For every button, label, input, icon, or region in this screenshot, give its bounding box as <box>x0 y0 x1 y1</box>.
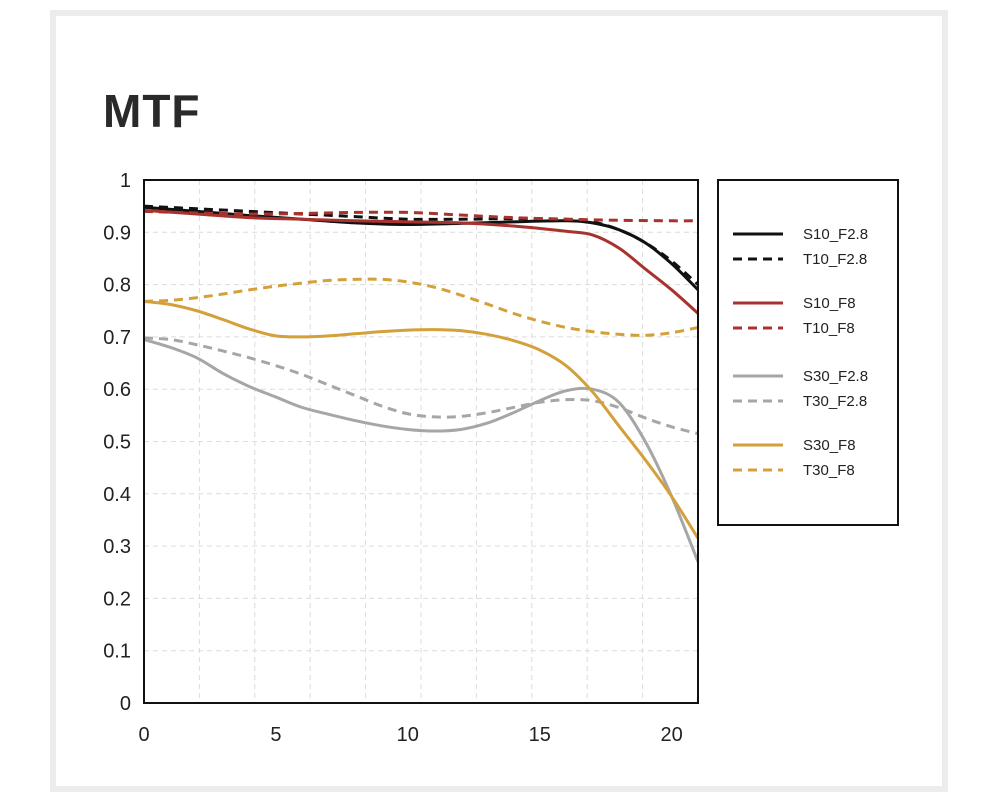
legend-label-t10-f8: T10_F8 <box>803 320 855 337</box>
x-tick-label: 0 <box>138 724 149 746</box>
x-axis-ticks: 0 5 10 15 20 <box>138 724 682 746</box>
y-axis-ticks: 0 0.1 0.2 0.3 0.4 0.5 0.6 0.7 0.8 0.9 1 <box>103 170 131 715</box>
y-tick-label: 0.2 <box>103 588 131 610</box>
legend: S10_F2.8 T10_F2.8 S10_F8 T10_F8 S30_F2.8 T30_… <box>733 226 868 479</box>
legend-label-t10-f2-8: T10_F2.8 <box>803 251 867 268</box>
series-line-t10-f2-8 <box>143 204 699 286</box>
series-line-s30-f8 <box>143 299 700 540</box>
series-line-t30-f8 <box>143 277 699 337</box>
x-tick-label: 10 <box>397 724 419 746</box>
y-tick-label: 0.9 <box>103 222 131 244</box>
x-tick-label: 15 <box>529 724 551 746</box>
y-tick-label: 0.8 <box>103 275 131 297</box>
legend-label-s30-f2-8: S30_F2.8 <box>803 368 868 385</box>
series-line-t30-f2-8 <box>143 336 699 436</box>
x-tick-label: 5 <box>270 724 281 746</box>
y-tick-label: 0.6 <box>103 379 131 401</box>
legend-label-t30-f8: T30_F8 <box>803 462 855 479</box>
y-tick-label: 0.4 <box>103 484 131 506</box>
y-tick-label: 0 <box>120 693 131 715</box>
legend-label-s10-f2-8: S10_F2.8 <box>803 226 868 243</box>
series-line-s10-f8 <box>143 208 699 315</box>
series-lines <box>143 204 700 563</box>
y-tick-label: 0.3 <box>103 536 131 558</box>
legend-label-s30-f8: S30_F8 <box>803 437 856 454</box>
grid <box>144 180 698 703</box>
legend-label-s10-f8: S10_F8 <box>803 295 856 312</box>
legend-box <box>717 179 899 526</box>
y-tick-label: 0.7 <box>103 327 131 349</box>
x-tick-label: 20 <box>660 724 682 746</box>
legend-label-t30-f2-8: T30_F2.8 <box>803 393 867 410</box>
y-tick-label: 0.1 <box>103 641 131 663</box>
y-tick-label: 1 <box>120 170 131 192</box>
series-line-t10-f8 <box>143 209 699 223</box>
plot-area-border <box>143 179 699 704</box>
series-line-s30-f2-8 <box>143 338 700 563</box>
chart-title: MTF <box>103 85 201 137</box>
y-tick-label: 0.5 <box>103 432 131 454</box>
